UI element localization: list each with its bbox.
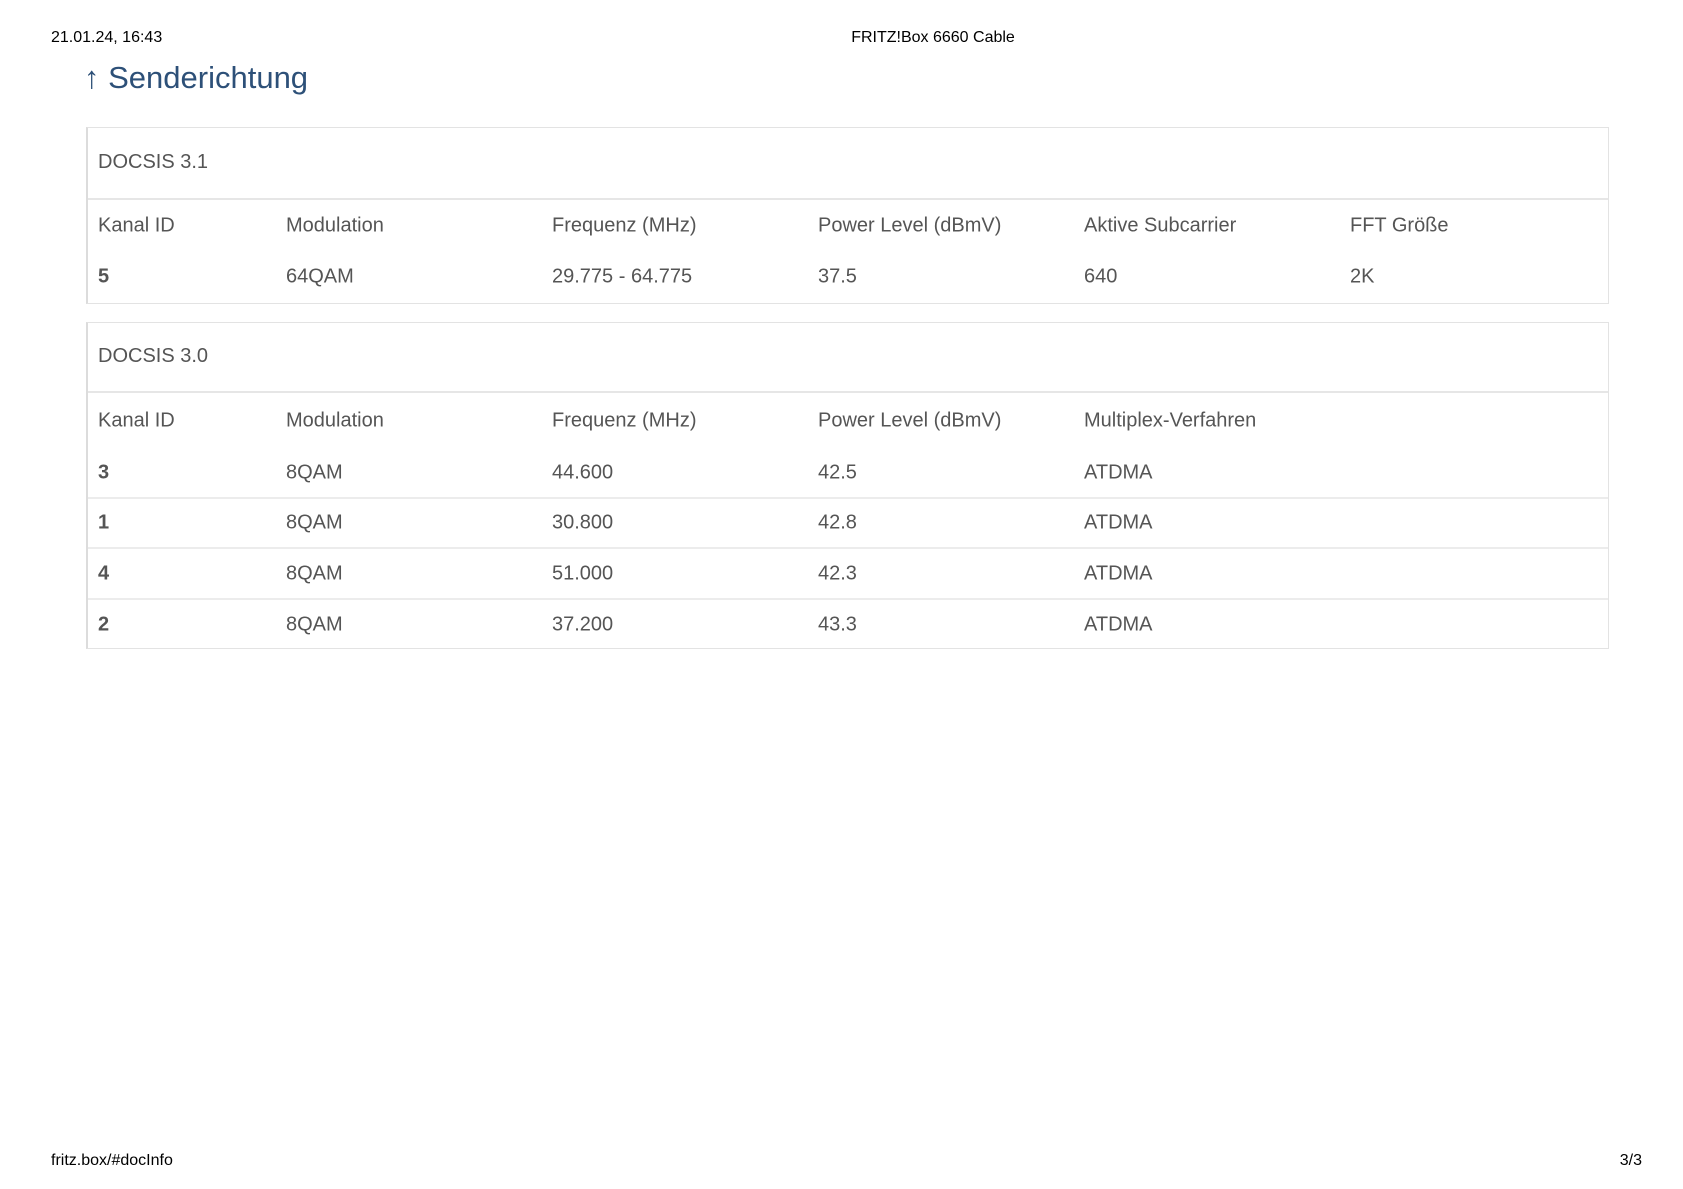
column-header: Kanal ID bbox=[98, 409, 175, 432]
section-title: Senderichtung bbox=[108, 60, 309, 95]
cell-subcarrier: 640 bbox=[1084, 265, 1118, 288]
column-header: FFT Größe bbox=[1350, 214, 1449, 237]
cell-modulation: 8QAM bbox=[286, 461, 343, 484]
table-header-row: Kanal ID Modulation Frequenz (MHz) Power… bbox=[88, 200, 1608, 252]
arrow-up-icon: ↑ bbox=[84, 60, 100, 95]
cell-power-level: 42.3 bbox=[818, 562, 857, 584]
cell-modulation: 8QAM bbox=[286, 613, 343, 635]
cell-modulation: 8QAM bbox=[286, 562, 343, 584]
table-row: 4 8QAM 51.000 42.3 ATDMA bbox=[88, 547, 1608, 598]
column-header: Kanal ID bbox=[98, 214, 175, 237]
cell-multiplex: ATDMA bbox=[1084, 511, 1153, 534]
table-row: 3 8QAM 44.600 42.5 ATDMA bbox=[88, 449, 1608, 497]
table-row: 2 8QAM 37.200 43.3 ATDMA bbox=[88, 598, 1608, 649]
caption-text: DOCSIS 3.0 bbox=[98, 345, 209, 367]
cell-frequenz: 29.775 - 64.775 bbox=[552, 265, 693, 288]
page-title: ↑ Senderichtung bbox=[84, 60, 308, 96]
print-page-number: 3/3 bbox=[1619, 1152, 1642, 1169]
cell-power-level: 42.5 bbox=[818, 461, 857, 484]
cell-frequenz: 51.000 bbox=[552, 562, 614, 584]
table-row: 5 64QAM 29.775 - 64.775 37.5 640 2K bbox=[88, 252, 1608, 302]
cell-kanal-id: 1 bbox=[98, 511, 110, 534]
column-header: Power Level (dBmV) bbox=[818, 214, 1002, 237]
cell-power-level: 42.8 bbox=[818, 511, 857, 534]
cell-kanal-id: 5 bbox=[98, 265, 110, 288]
cell-kanal-id: 4 bbox=[98, 562, 110, 584]
column-header: Modulation bbox=[286, 214, 384, 237]
cell-frequenz: 30.800 bbox=[552, 511, 614, 534]
cell-multiplex: ATDMA bbox=[1084, 562, 1153, 584]
docsis31-table: DOCSIS 3.1 Kanal ID Modulation Frequenz … bbox=[86, 127, 1609, 304]
cell-frequenz: 37.200 bbox=[552, 613, 614, 635]
cell-kanal-id: 3 bbox=[98, 461, 110, 484]
cell-power-level: 43.3 bbox=[818, 613, 857, 635]
caption-text: DOCSIS 3.1 bbox=[98, 151, 209, 173]
cell-power-level: 37.5 bbox=[818, 265, 857, 288]
cell-frequenz: 44.600 bbox=[552, 461, 614, 484]
docsis30-table: DOCSIS 3.0 Kanal ID Modulation Frequenz … bbox=[86, 322, 1609, 649]
cell-fft: 2K bbox=[1350, 265, 1375, 288]
table-row: 1 8QAM 30.800 42.8 ATDMA bbox=[88, 497, 1608, 547]
print-title: FRITZ!Box 6660 Cable bbox=[851, 29, 1015, 46]
table-header-row: Kanal ID Modulation Frequenz (MHz) Power… bbox=[88, 393, 1608, 449]
column-header: Multiplex-Verfahren bbox=[1084, 409, 1257, 432]
column-header: Frequenz (MHz) bbox=[552, 409, 697, 432]
print-url: fritz.box/#docInfo bbox=[51, 1152, 173, 1169]
column-header: Modulation bbox=[286, 409, 384, 432]
cell-multiplex: ATDMA bbox=[1084, 613, 1153, 635]
column-header: Power Level (dBmV) bbox=[818, 409, 1002, 432]
cell-modulation: 64QAM bbox=[286, 265, 354, 288]
print-datetime: 21.01.24, 16:43 bbox=[51, 29, 163, 46]
table-caption: DOCSIS 3.0 bbox=[88, 323, 1608, 393]
cell-modulation: 8QAM bbox=[286, 511, 343, 534]
cell-multiplex: ATDMA bbox=[1084, 461, 1153, 484]
column-header: Frequenz (MHz) bbox=[552, 214, 697, 237]
cell-kanal-id: 2 bbox=[98, 613, 110, 635]
table-caption: DOCSIS 3.1 bbox=[88, 128, 1608, 200]
column-header: Aktive Subcarrier bbox=[1084, 214, 1237, 237]
